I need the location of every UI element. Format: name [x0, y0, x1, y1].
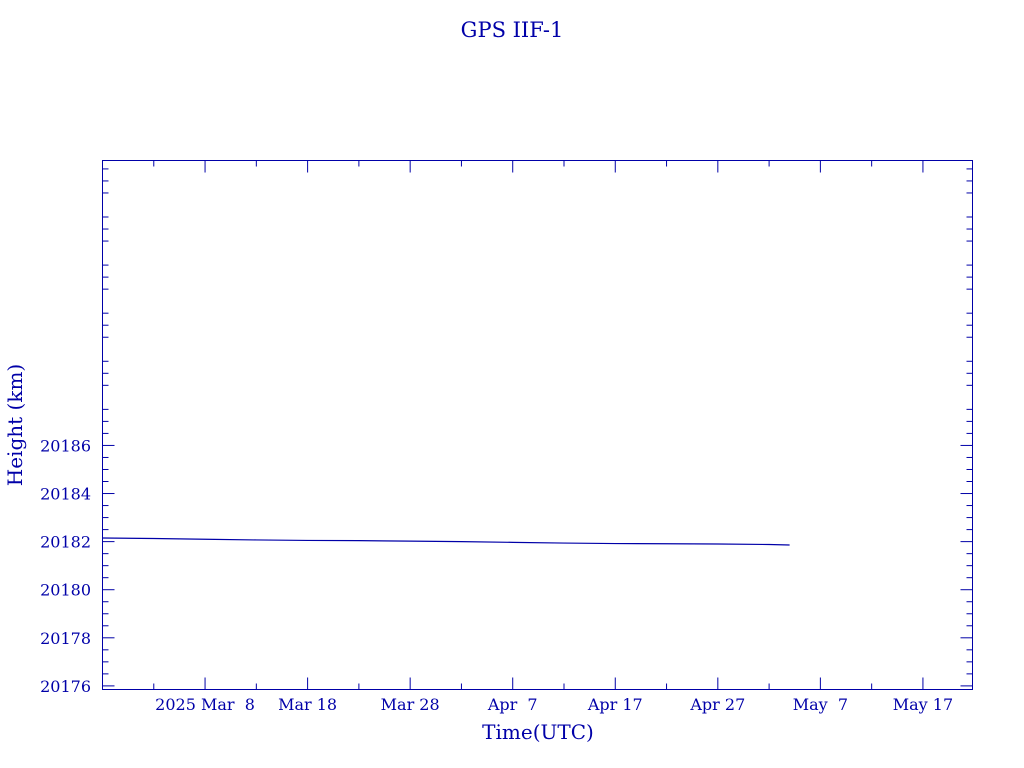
axis-ticks	[102, 160, 973, 690]
x-tick-label: Mar 18	[278, 695, 337, 714]
height-series-line	[102, 537, 790, 546]
x-tick-labels: 2025 Mar 8 Mar 18 Mar 28 Apr 7 Apr 17 Apr 27 M…	[155, 695, 953, 714]
y-tick-label: 20184	[40, 485, 91, 504]
plot-frame	[102, 160, 973, 690]
y-tick-label: 20182	[40, 533, 91, 552]
x-tick-label: Mar 28	[381, 695, 440, 714]
x-tick-label: May 7	[793, 695, 848, 714]
x-tick-label: May 17	[893, 695, 953, 714]
x-tick-label: Apr 7	[487, 695, 538, 714]
y-tick-label: 20178	[40, 629, 91, 648]
y-tick-label: 20186	[40, 436, 91, 455]
y-tick-label: 20176	[40, 677, 91, 696]
y-tick-label: 20180	[40, 581, 91, 600]
x-axis-label: Time(UTC)	[482, 720, 594, 744]
x-tick-label: Apr 27	[689, 695, 745, 714]
y-axis-label: Height (km)	[3, 364, 27, 486]
x-tick-label: Apr 17	[587, 695, 643, 714]
chart-title: GPS IIF-1	[461, 18, 564, 42]
x-tick-label: 2025 Mar 8	[155, 695, 255, 714]
y-tick-labels: 20176 20178 20180 20182 20184 20186	[40, 436, 91, 695]
